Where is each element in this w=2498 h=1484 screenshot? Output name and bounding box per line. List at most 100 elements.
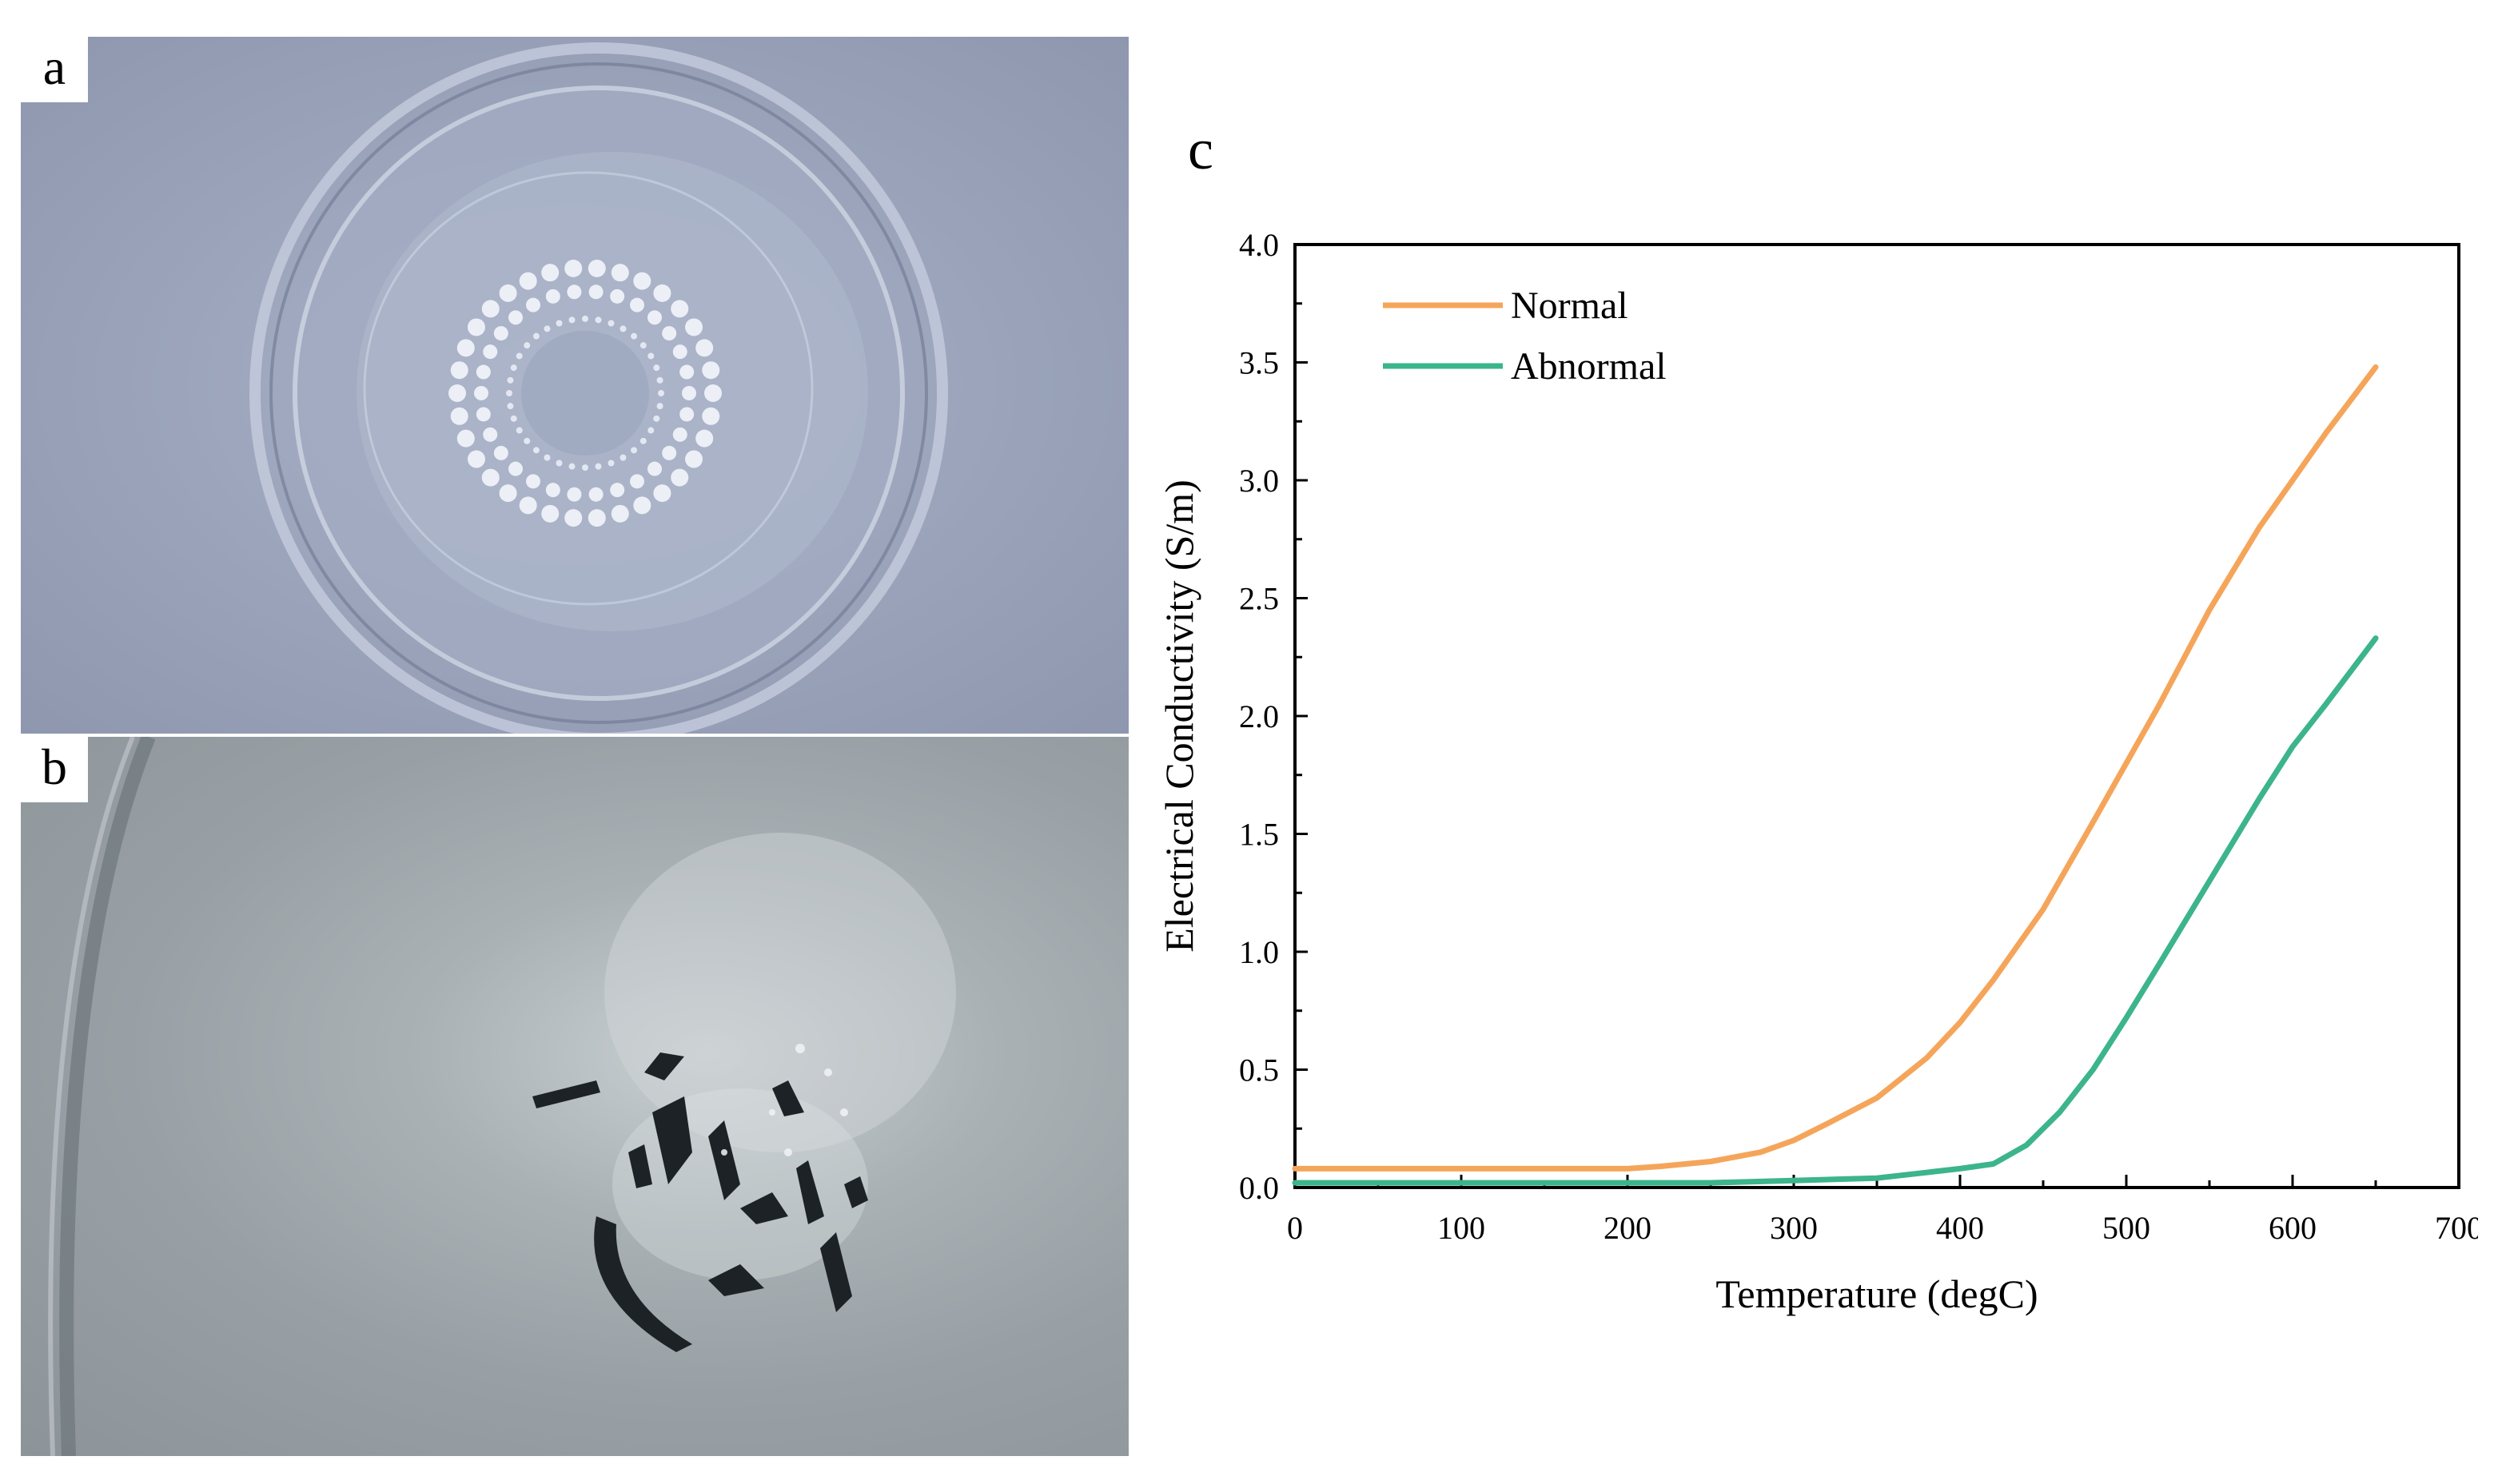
bright-dot (647, 461, 662, 476)
bright-dot (630, 474, 644, 489)
bright-dot (653, 364, 660, 372)
micrograph-b-image (48, 737, 956, 1456)
x-tick-label: 100 (1437, 1210, 1485, 1246)
bright-dot (507, 376, 514, 384)
bright-dot (450, 361, 468, 380)
x-tick-label: 700 (2435, 1210, 2478, 1246)
bright-dot (647, 427, 655, 434)
bright-dot (568, 463, 576, 470)
bright-dot (467, 450, 485, 468)
bright-dot (476, 407, 491, 422)
bright-dot (658, 390, 664, 396)
x-tick-label: 400 (1936, 1210, 1984, 1246)
bright-dot (544, 454, 551, 461)
bright-dot (524, 437, 531, 444)
bright-dot (526, 297, 540, 312)
bright-dot (516, 352, 523, 360)
bright-dot (679, 364, 695, 380)
bright-dot (516, 427, 523, 434)
bright-dot (544, 325, 551, 332)
bright-dot (510, 415, 517, 422)
bright-dot (532, 332, 540, 340)
bright-dot (685, 318, 703, 336)
bright-dot (647, 352, 655, 360)
bright-dot (671, 300, 689, 318)
bright-dot (526, 474, 540, 489)
bright-dot (568, 316, 576, 324)
bright-dot (582, 464, 588, 471)
plot-frame (1293, 243, 2460, 1189)
series-line-normal (1292, 364, 2379, 1172)
bright-dot (481, 468, 500, 487)
x-tick-label: 300 (1770, 1210, 1818, 1246)
x-axis-label: Temperature (degC) (1715, 1271, 2038, 1316)
bright-dot (671, 468, 689, 487)
bright-dot (483, 427, 498, 442)
bright-dot (506, 390, 512, 396)
bright-dot (519, 272, 537, 290)
x-tick-label: 200 (1604, 1210, 1651, 1246)
bright-dot (582, 315, 588, 322)
bright-dot (588, 487, 604, 502)
photo-panel-b: b (21, 737, 1129, 1456)
y-tick-label: 1.0 (1239, 934, 1279, 970)
bright-dot (481, 300, 500, 318)
bright-dot (682, 386, 696, 400)
bright-dot (483, 344, 498, 360)
bright-dot (499, 284, 517, 302)
x-tick-label: 0 (1287, 1210, 1303, 1246)
bright-dot (595, 316, 602, 324)
bright-dot (588, 284, 604, 300)
y-tick-label: 2.5 (1239, 581, 1279, 617)
bright-dot (508, 461, 524, 476)
y-tick-label: 2.0 (1239, 698, 1279, 734)
x-tick-label: 600 (2269, 1210, 2317, 1246)
bright-dot (695, 339, 714, 357)
bright-dot (510, 364, 517, 372)
legend-label-normal: Normal (1511, 284, 1628, 327)
bright-dot (493, 445, 508, 460)
bright-dot (448, 384, 466, 402)
bright-dot (620, 454, 627, 461)
bright-dot (633, 272, 651, 290)
bright-dot (545, 483, 560, 498)
bright-dot (653, 484, 671, 503)
bright-dot (704, 384, 722, 402)
bright-dot (541, 264, 560, 282)
bright-dot (656, 376, 663, 384)
bright-dot (639, 342, 647, 349)
x-tick-label: 500 (2102, 1210, 2150, 1246)
bright-dot (685, 450, 703, 468)
bright-dot (662, 326, 677, 341)
y-tick-label: 0.5 (1239, 1052, 1279, 1088)
panel-label-a: a (21, 37, 88, 102)
bright-dot (508, 310, 524, 325)
bright-dot (608, 460, 615, 467)
bright-dot (556, 460, 563, 467)
bright-dot (630, 297, 644, 312)
micrograph-a-image (249, 42, 948, 734)
bright-dot (695, 429, 714, 448)
bright-dot (556, 320, 563, 327)
bright-dot (633, 496, 651, 515)
bright-dot (672, 427, 687, 442)
bright-dot (519, 496, 537, 515)
bright-dot (631, 332, 638, 340)
bright-dot (702, 361, 720, 380)
bright-dot (541, 504, 560, 523)
conductivity-chart: 0 100 200 300 400 500 600 700 0.0 0.5 1.0 1.5 2.0 2.… (1157, 227, 2478, 1316)
y-tick-label: 3.5 (1239, 345, 1279, 381)
bright-dot (532, 447, 540, 454)
bright-dot (672, 344, 687, 360)
bright-dot (653, 284, 671, 302)
bright-dot (662, 445, 677, 460)
bright-dot (524, 342, 531, 349)
bright-dot (567, 284, 582, 300)
series-line-abnormal (1292, 635, 2379, 1186)
bright-dot (656, 403, 663, 410)
panel-label-c: c (1188, 117, 1213, 181)
legend-label-abnormal: Abnormal (1511, 345, 1667, 388)
bright-dot (507, 403, 514, 410)
bright-dot (545, 288, 560, 304)
panel-label-b: b (21, 737, 88, 802)
